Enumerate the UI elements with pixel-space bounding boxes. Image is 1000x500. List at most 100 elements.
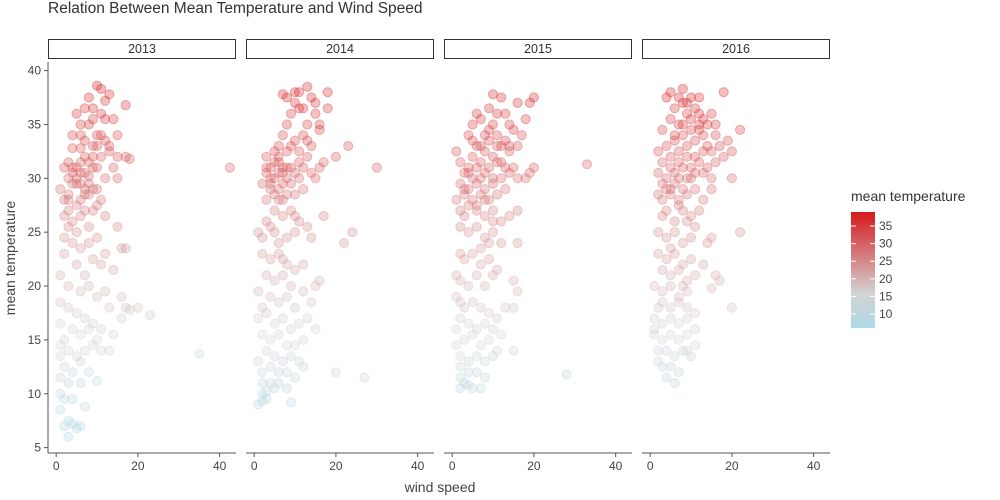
scatter-point xyxy=(75,210,86,222)
scatter-point xyxy=(285,178,297,189)
scatter-point xyxy=(63,302,74,313)
scatter-point xyxy=(455,313,466,324)
scatter-point xyxy=(487,227,499,238)
scatter-point xyxy=(455,351,466,362)
scatter-point xyxy=(83,280,95,292)
scatter-point xyxy=(475,340,486,351)
scatter-point xyxy=(261,307,272,319)
scatter-point xyxy=(100,135,111,146)
scatter-point xyxy=(661,232,672,243)
scatter-point xyxy=(504,210,515,222)
scatter-point xyxy=(657,194,668,205)
scatter-point xyxy=(257,248,268,259)
scatter-point xyxy=(120,302,131,313)
scatter-point xyxy=(67,418,78,429)
scatter-point xyxy=(718,151,729,162)
scatter-point xyxy=(253,286,264,297)
x-tick-label: 0 xyxy=(53,459,60,473)
scatter-point xyxy=(661,205,672,216)
scatter-point xyxy=(471,162,482,173)
x-tick-label: 20 xyxy=(329,459,343,473)
legend-tick-label: 10 xyxy=(879,307,893,321)
scatter-point xyxy=(726,146,738,157)
scatter-point xyxy=(87,205,99,216)
scatter-point xyxy=(735,124,746,135)
scatter-point xyxy=(496,157,507,168)
scatter-point xyxy=(673,92,684,103)
scatter-point xyxy=(467,135,478,146)
scatter-point xyxy=(79,189,90,200)
scatter-point xyxy=(371,162,382,173)
scatter-point xyxy=(277,210,288,222)
scatter-point xyxy=(108,329,119,340)
scatter-point xyxy=(289,264,301,275)
scatter-point xyxy=(359,372,370,383)
scatter-point xyxy=(512,140,523,152)
scatter-point xyxy=(265,173,276,184)
scatter-point xyxy=(281,162,292,173)
scatter-point xyxy=(269,318,280,329)
scatter-point xyxy=(673,173,684,184)
scatter-point xyxy=(273,167,284,178)
scatter-point xyxy=(306,92,317,103)
scatter-point xyxy=(253,399,264,410)
scatter-point xyxy=(471,367,482,378)
scatter-point xyxy=(520,173,531,184)
scatter-point xyxy=(277,130,288,141)
scatter-point xyxy=(669,130,680,141)
scatter-point xyxy=(75,167,86,178)
scatter-point xyxy=(463,367,474,378)
scatter-point xyxy=(116,313,127,324)
scatter-point xyxy=(273,194,284,205)
scatter-point xyxy=(706,184,717,195)
scatter-point xyxy=(294,87,305,98)
scatter-point xyxy=(67,130,78,141)
scatter-point xyxy=(487,270,499,281)
scatter-point xyxy=(285,108,297,119)
scatter-point xyxy=(265,221,276,232)
facet-strip-label: 2013 xyxy=(128,42,156,56)
x-tick-label: 0 xyxy=(449,459,456,473)
scatter-point xyxy=(455,372,466,383)
scatter-point xyxy=(83,178,95,189)
scatter-point xyxy=(265,334,276,345)
scatter-point xyxy=(479,167,490,178)
scatter-point xyxy=(690,221,701,232)
scatter-point xyxy=(698,167,709,178)
scatter-point xyxy=(479,318,490,329)
y-tick-label: 20 xyxy=(28,279,42,293)
legend-tick-label: 30 xyxy=(879,237,893,251)
scatter-point xyxy=(273,297,284,308)
scatter-point xyxy=(79,167,90,178)
scatter-point xyxy=(694,119,705,130)
scatter-point xyxy=(257,302,268,313)
scatter-point xyxy=(75,286,86,297)
scatter-point xyxy=(298,286,309,297)
scatter-point xyxy=(475,302,486,313)
scatter-point xyxy=(59,394,70,405)
scatter-point xyxy=(298,259,309,270)
scatter-point xyxy=(281,173,292,184)
scatter-point xyxy=(479,372,490,383)
scatter-point xyxy=(104,302,115,313)
scatter-point xyxy=(459,210,470,222)
scatter-point xyxy=(91,375,103,386)
scatter-point xyxy=(87,103,99,114)
scatter-point xyxy=(281,259,292,270)
scatter-point xyxy=(75,130,86,141)
scatter-point xyxy=(87,184,99,195)
scatter-point xyxy=(657,124,668,135)
scatter-point xyxy=(657,334,668,345)
scatter-point xyxy=(75,178,86,189)
scatter-point xyxy=(100,114,111,125)
x-tick-label: 20 xyxy=(725,459,739,473)
scatter-point xyxy=(55,297,66,308)
scatter-point xyxy=(475,157,486,168)
scatter-point xyxy=(63,377,74,389)
scatter-point xyxy=(265,361,276,372)
scatter-point xyxy=(285,351,297,362)
scatter-point xyxy=(100,286,111,297)
scatter-point xyxy=(63,280,74,292)
scatter-point xyxy=(257,396,268,407)
